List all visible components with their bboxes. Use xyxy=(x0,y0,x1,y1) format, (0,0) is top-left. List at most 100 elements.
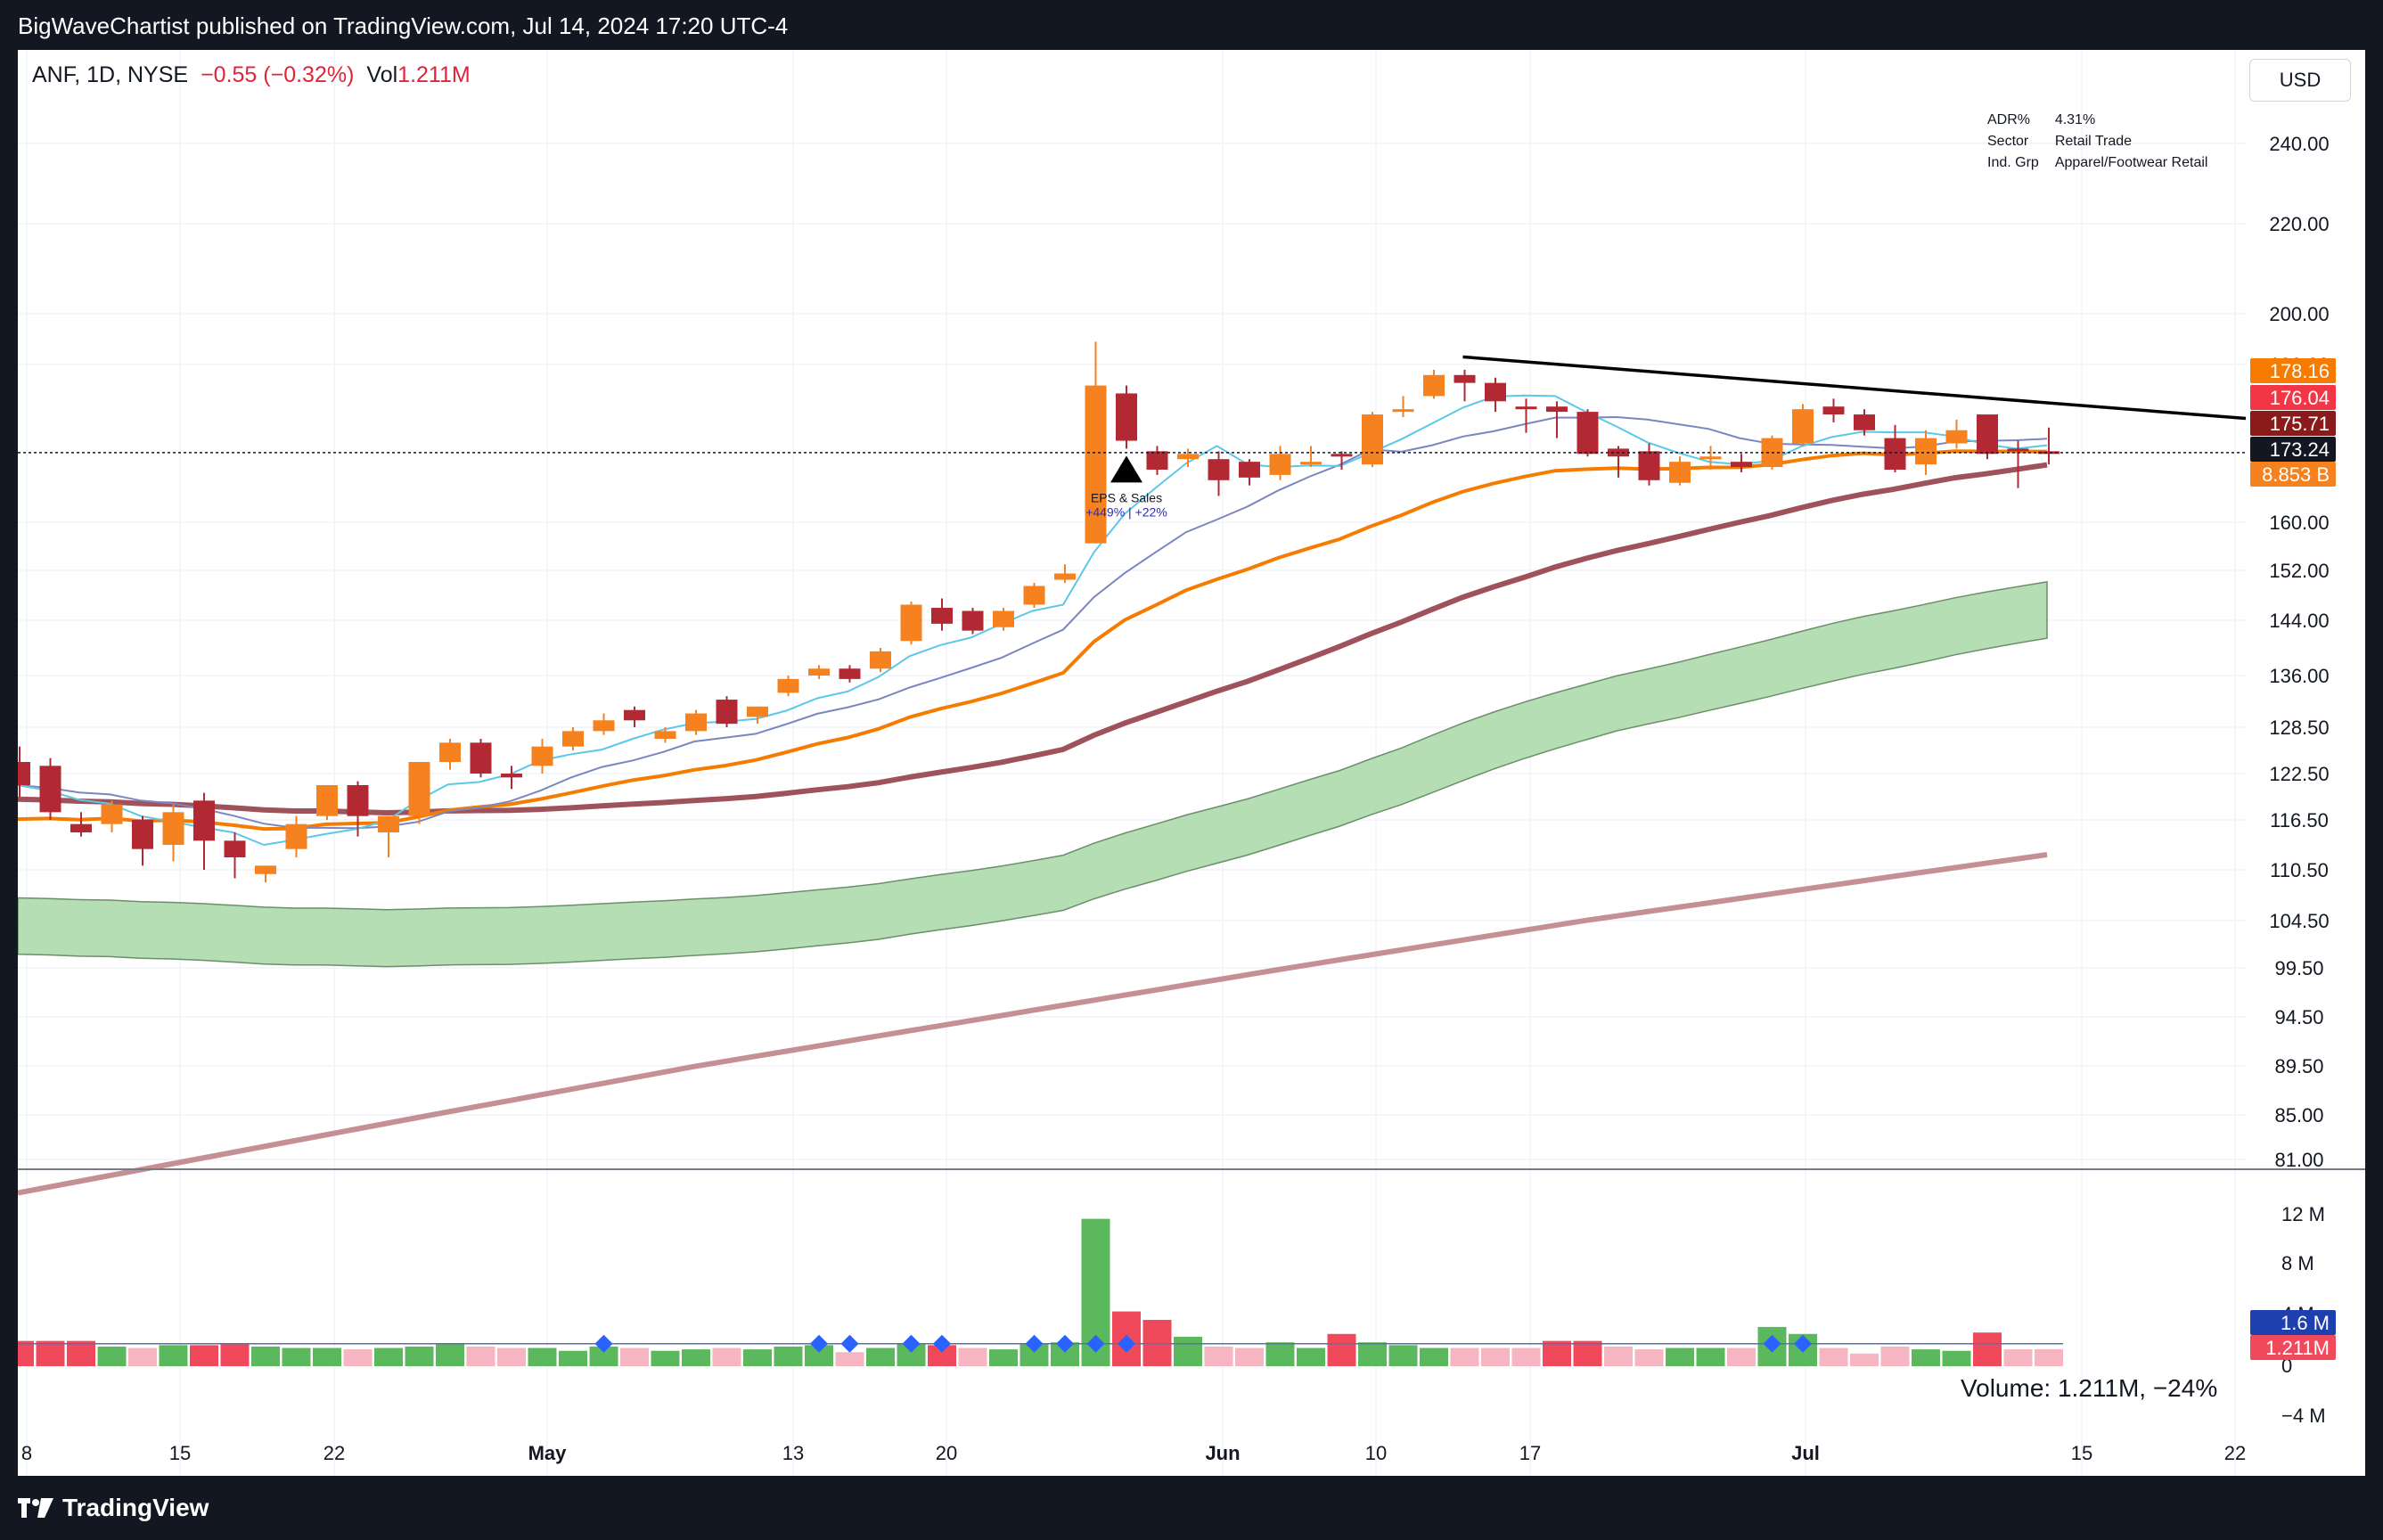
volume-bar xyxy=(220,1343,250,1366)
ma5-line xyxy=(17,394,2048,847)
time-tick-label: Jul xyxy=(1791,1442,1820,1464)
info-label: Sector xyxy=(1987,134,2029,149)
candle-body xyxy=(685,713,707,732)
time-tick-label: Jun xyxy=(1205,1442,1240,1464)
price-label-text: 175.71 xyxy=(2270,413,2330,435)
price-change-label: −0.55 (−0.32%) xyxy=(201,62,355,87)
candle-body xyxy=(1638,451,1660,480)
volume-bar xyxy=(989,1349,1018,1366)
currency-button[interactable]: USD xyxy=(2249,59,2351,102)
volume-bar xyxy=(190,1345,218,1366)
volume-bar xyxy=(1912,1349,1940,1366)
candles xyxy=(9,341,2060,883)
volume-bar xyxy=(1174,1336,1202,1366)
candle-body xyxy=(2007,448,2029,452)
time-tick-label: 17 xyxy=(1519,1442,1541,1464)
price-tick-label: 116.50 xyxy=(2270,809,2329,831)
tradingview-brand: TradingView xyxy=(62,1494,209,1521)
info-label: Ind. Grp xyxy=(1987,155,2039,170)
price-tick-label: 81.00 xyxy=(2274,1149,2323,1171)
volume-bar xyxy=(866,1348,895,1366)
price-label-text: 176.04 xyxy=(2270,387,2330,409)
time-tick-label: 8 xyxy=(21,1442,32,1464)
price-label-tag: 176.04 xyxy=(2250,385,2336,410)
pocket-pivot-diamond-icon xyxy=(902,1334,921,1353)
volume-bar xyxy=(1388,1345,1418,1366)
published-header: BigWaveChartist published on TradingView… xyxy=(18,12,789,39)
volume-bar xyxy=(1634,1349,1664,1366)
candle-body xyxy=(900,604,922,642)
candle-body xyxy=(1146,451,1168,470)
price-tick-label: 144.00 xyxy=(2269,610,2329,632)
candle-body xyxy=(1269,454,1291,475)
candle-body xyxy=(931,608,953,624)
volume-bar xyxy=(2035,1348,2063,1366)
volume-bars xyxy=(5,1218,2063,1366)
candle-body xyxy=(1300,462,1322,465)
volume-bar xyxy=(374,1348,403,1366)
price-label-tag: 175.71 xyxy=(2250,411,2336,436)
price-label-text: 178.16 xyxy=(2270,360,2330,382)
price-chart-svg[interactable]: EPS & Sales+449% | +22% 240.00 220.00 200.0… xyxy=(5,50,2365,1476)
volume-bar xyxy=(1696,1348,1725,1366)
candle-body xyxy=(1884,438,1906,470)
candle-body xyxy=(1546,406,1568,413)
pocket-pivot-diamond-icon xyxy=(1086,1334,1105,1353)
candle-body xyxy=(1054,573,1076,580)
volume-tick-label: −4 M xyxy=(2281,1405,2326,1427)
volume-bar xyxy=(1142,1320,1172,1366)
candle-body xyxy=(1515,406,1537,410)
pocket-pivot-diamond-icon xyxy=(1763,1334,1781,1353)
chart-area[interactable]: EPS & Sales +449% | +22% 240.00 220.00 200.0… xyxy=(5,50,2365,1476)
pocket-pivot-diamond-icon xyxy=(810,1334,828,1353)
price-tick-label: 220.00 xyxy=(2269,213,2329,235)
volume-bar xyxy=(774,1346,803,1366)
volume-bar xyxy=(343,1349,373,1366)
candle-body xyxy=(439,742,461,762)
volume-bar xyxy=(1327,1333,1356,1366)
volume-label-text: 1.6 M xyxy=(2281,1312,2330,1334)
tradingview-footer[interactable]: TradingView xyxy=(18,1494,209,1522)
time-tick-label: 15 xyxy=(2071,1442,2092,1464)
time-tick-label: 22 xyxy=(323,1442,345,1464)
volume-bar xyxy=(5,1340,34,1366)
price-label-text: 8.853 B xyxy=(2262,463,2330,486)
volume-label-box xyxy=(2250,1310,2336,1335)
volume-bar xyxy=(1880,1346,1910,1366)
volume-bar xyxy=(1265,1342,1295,1366)
candle-body xyxy=(654,731,676,739)
volume-bar xyxy=(589,1346,618,1366)
candle-body xyxy=(562,731,584,747)
candle-body xyxy=(1576,412,1599,455)
candle-body xyxy=(839,668,861,679)
volume-bar xyxy=(1604,1346,1633,1366)
volume-bar xyxy=(497,1348,526,1366)
candle-body xyxy=(1792,409,1814,444)
volume-bar xyxy=(805,1345,833,1366)
symbol-legend[interactable]: ANF, 1D, NYSE −0.55 (−0.32%) Vol1.211M xyxy=(32,62,471,88)
volume-bar xyxy=(282,1348,311,1366)
candle-body xyxy=(193,800,215,841)
candle-body xyxy=(1423,374,1445,397)
pocket-pivot-diamond-icon xyxy=(594,1334,613,1353)
gridlines xyxy=(18,50,2246,1476)
price-axis: 240.00220.00200.00190.00160.00152.00144.… xyxy=(2250,133,2336,1427)
price-tick-label: 200.00 xyxy=(2269,303,2329,325)
candle-body xyxy=(1945,430,1968,444)
price-label-tag: 8.853 B xyxy=(2250,462,2336,487)
price-label-box xyxy=(2250,462,2336,487)
volume-bar xyxy=(97,1346,127,1366)
candle-body xyxy=(1822,406,1845,415)
candle-body xyxy=(624,709,645,721)
candle-body xyxy=(962,610,984,631)
info-row-sector: Sector Retail Trade xyxy=(1980,132,2215,152)
time-axis: 8 15 22 May 13 20 Jun 10 17 Jul 15 22 xyxy=(21,1442,2246,1464)
time-tick-label: 10 xyxy=(1365,1442,1387,1464)
volume-bar xyxy=(1420,1348,1448,1366)
candle-body xyxy=(1116,393,1137,441)
volume-bar xyxy=(128,1348,157,1366)
price-tick-label: 85.00 xyxy=(2274,1104,2323,1126)
volume-bar xyxy=(313,1348,341,1366)
candle-body xyxy=(1699,456,1722,460)
candle-body xyxy=(1023,586,1045,605)
